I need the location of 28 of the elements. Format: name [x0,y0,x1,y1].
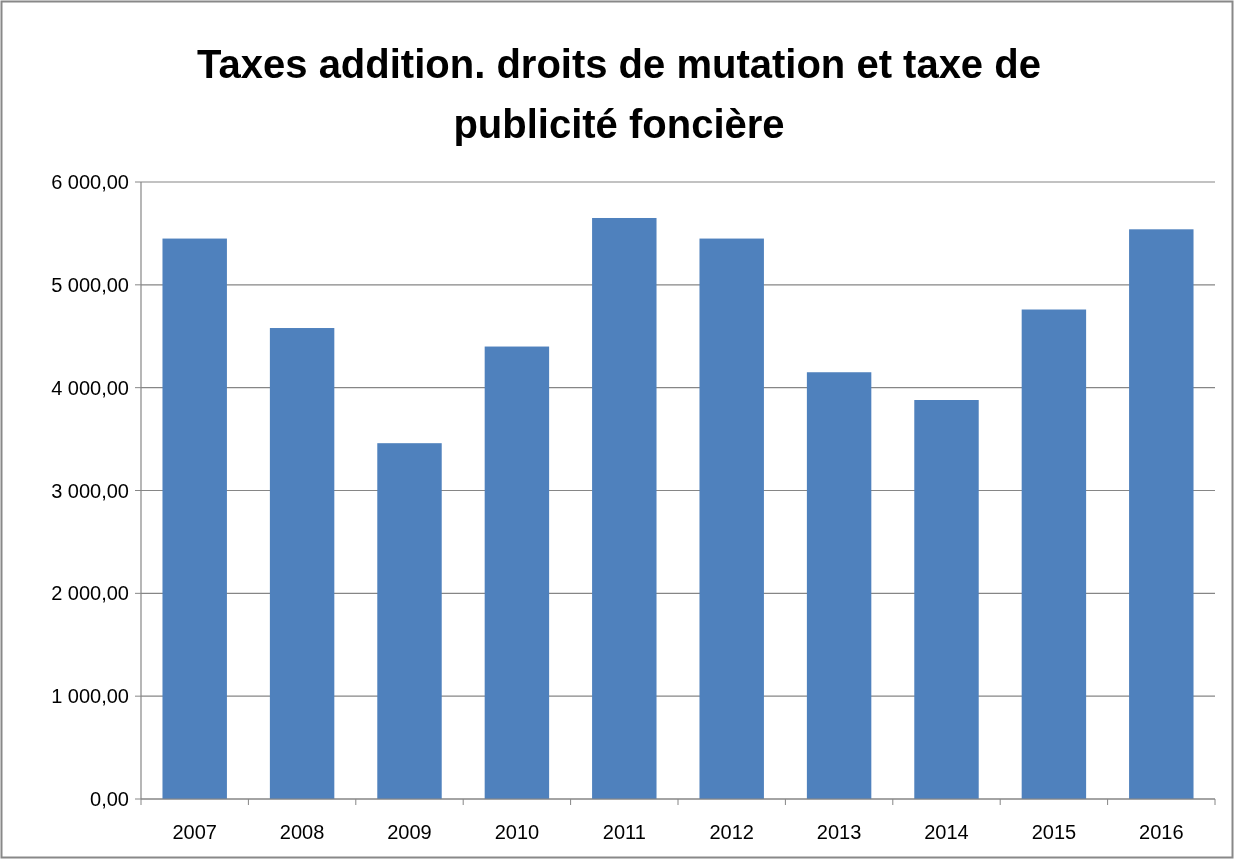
bar [592,217,657,799]
y-tick-label: 4 000,00 [51,376,129,399]
chart-title: Taxes addition. droits de mutation et taxe de publicité foncière [197,42,1041,146]
bar [1129,229,1194,799]
x-tick-label: 2012 [709,821,754,843]
bar [699,238,764,799]
y-tick-label: 1 000,00 [51,685,129,708]
bar [269,328,335,799]
x-tick-label: 2016 [1139,821,1184,843]
bar [806,372,872,799]
x-tick-label: 2007 [172,821,217,843]
bar [914,400,979,799]
bar [162,238,227,799]
x-tick-label: 2009 [387,821,432,843]
x-tick-label: 2010 [494,821,540,843]
y-tick-label: 6 000,00 [51,171,129,193]
x-tick-label: 2013 [816,821,862,843]
bar [377,443,442,799]
x-tick-label: 2015 [1031,821,1077,843]
bar [484,346,550,799]
y-tick-label: 5 000,00 [51,273,129,296]
y-tick-label: 3 000,00 [51,479,129,502]
x-tick-label: 2014 [924,821,969,843]
y-tick-label: 2 000,00 [51,582,129,605]
y-tick-label: 0,00 [90,788,129,810]
x-tick-label: 2008 [279,821,325,843]
bar [1021,309,1087,799]
x-tick-label: 2011 [602,821,646,843]
